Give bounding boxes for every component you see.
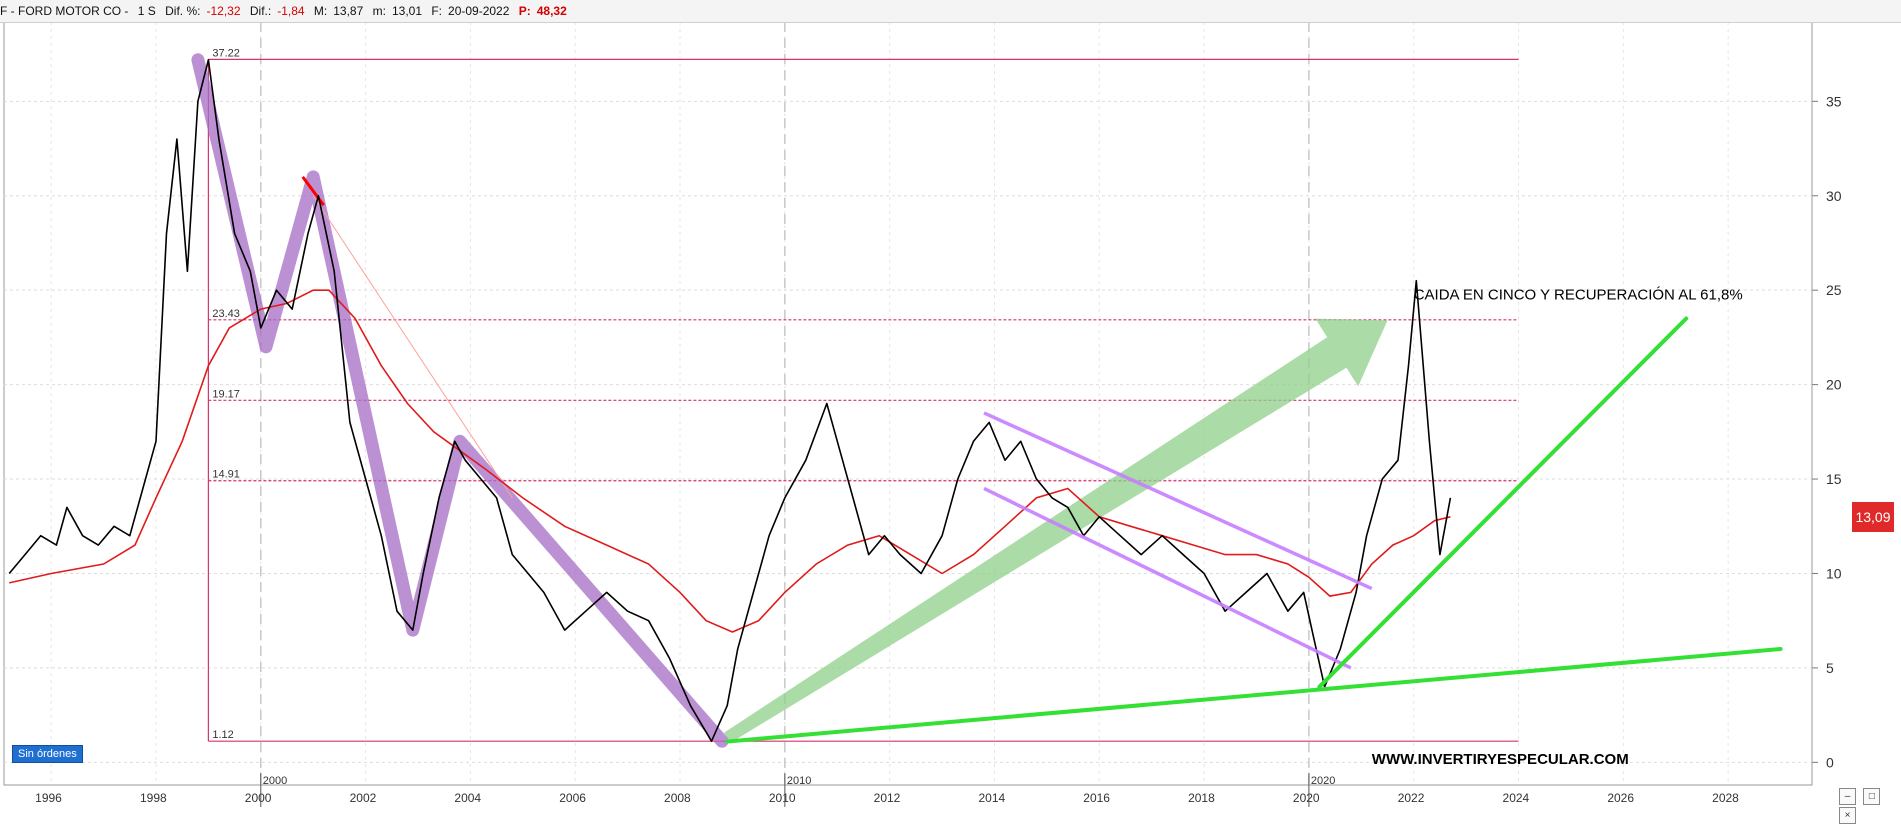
p-value: 48,32 <box>536 4 567 18</box>
y-tick-label: 35 <box>1826 93 1842 109</box>
date-value: 20-09-2022 <box>448 4 510 18</box>
channel-upper-line <box>983 411 1373 591</box>
x-tick-label: 2020 <box>1293 791 1320 805</box>
decade-label: 2010 <box>787 775 811 787</box>
dif-label: Dif.: <box>249 4 272 18</box>
x-tick-label: 1996 <box>35 791 62 805</box>
chart-header: F - FORD MOTOR CO - 1 S Dif. %: -12,32 Di… <box>0 0 1901 23</box>
dif-value: -1,84 <box>277 4 305 18</box>
close-icon[interactable]: × <box>1839 807 1856 824</box>
y-tick-label: 10 <box>1826 565 1842 581</box>
orders-badge[interactable]: Sin órdenes <box>12 745 83 763</box>
date-label: F: <box>431 4 443 18</box>
y-tick-label: 20 <box>1826 377 1842 393</box>
dif-pct-value: -12,32 <box>206 4 241 18</box>
fib-level-label: 37.22 <box>212 47 240 59</box>
rising-support-line <box>1317 316 1689 689</box>
x-tick-label: 2012 <box>874 791 901 805</box>
fib-level-label: 23.43 <box>212 308 240 320</box>
dif-pct-label: Dif. %: <box>165 4 201 18</box>
max-value: 13,87 <box>333 4 364 18</box>
downtrend-line <box>312 195 513 499</box>
x-tick-label: 2010 <box>769 791 796 805</box>
y-tick-label: 0 <box>1826 754 1834 770</box>
min-label: m: <box>372 4 386 18</box>
min-value: 13,01 <box>391 4 422 18</box>
price-line <box>8 59 1452 742</box>
y-tick-label: 15 <box>1826 471 1842 487</box>
restore-icon[interactable]: □ <box>1863 788 1881 805</box>
long-term-support-line <box>725 647 1783 744</box>
max-label: M: <box>313 4 328 18</box>
x-tick-label: 2018 <box>1188 791 1215 805</box>
plot-frame <box>3 21 1813 786</box>
window-controls: – □ × <box>1836 786 1901 824</box>
fib-level-label: 1.12 <box>212 729 233 741</box>
x-tick-label: 2004 <box>454 791 481 805</box>
x-tick-label: 2002 <box>350 791 377 805</box>
annotation-website: WWW.INVERTIRYESPECULAR.COM <box>1372 751 1629 768</box>
x-tick-label: 2022 <box>1398 791 1425 805</box>
channel-lower-line <box>983 486 1352 670</box>
y-tick-label: 25 <box>1826 282 1842 298</box>
recovery-arrow <box>724 318 1388 743</box>
decade-label: 2000 <box>263 775 287 787</box>
x-tick-label: 2028 <box>1712 791 1739 805</box>
minus-icon[interactable]: – <box>1839 788 1856 805</box>
p-label: P: <box>518 4 531 18</box>
timeframe-label[interactable]: 1 S <box>137 4 156 18</box>
y-tick-label: 5 <box>1826 660 1834 676</box>
fib-level-label: 19.17 <box>212 388 240 400</box>
decade-label: 2020 <box>1311 775 1335 787</box>
x-tick-label: 2026 <box>1607 791 1634 805</box>
last-price-badge: 13,09 <box>1852 502 1894 532</box>
x-tick-label: 1998 <box>140 791 167 805</box>
annotation-caida-en-cinco: CAIDA EN CINCO Y RECUPERACIÓN AL 61,8% <box>1414 287 1743 304</box>
ticker-label: F - FORD MOTOR CO - <box>0 4 129 18</box>
x-tick-label: 2006 <box>559 791 586 805</box>
fib-level-label: 14.91 <box>212 469 240 481</box>
x-tick-label: 2008 <box>664 791 691 805</box>
x-tick-label: 2024 <box>1503 791 1530 805</box>
x-tick-label: 2000 <box>245 791 272 805</box>
x-tick-label: 2014 <box>978 791 1005 805</box>
x-tick-label: 2016 <box>1083 791 1110 805</box>
y-tick-label: 30 <box>1826 188 1842 204</box>
